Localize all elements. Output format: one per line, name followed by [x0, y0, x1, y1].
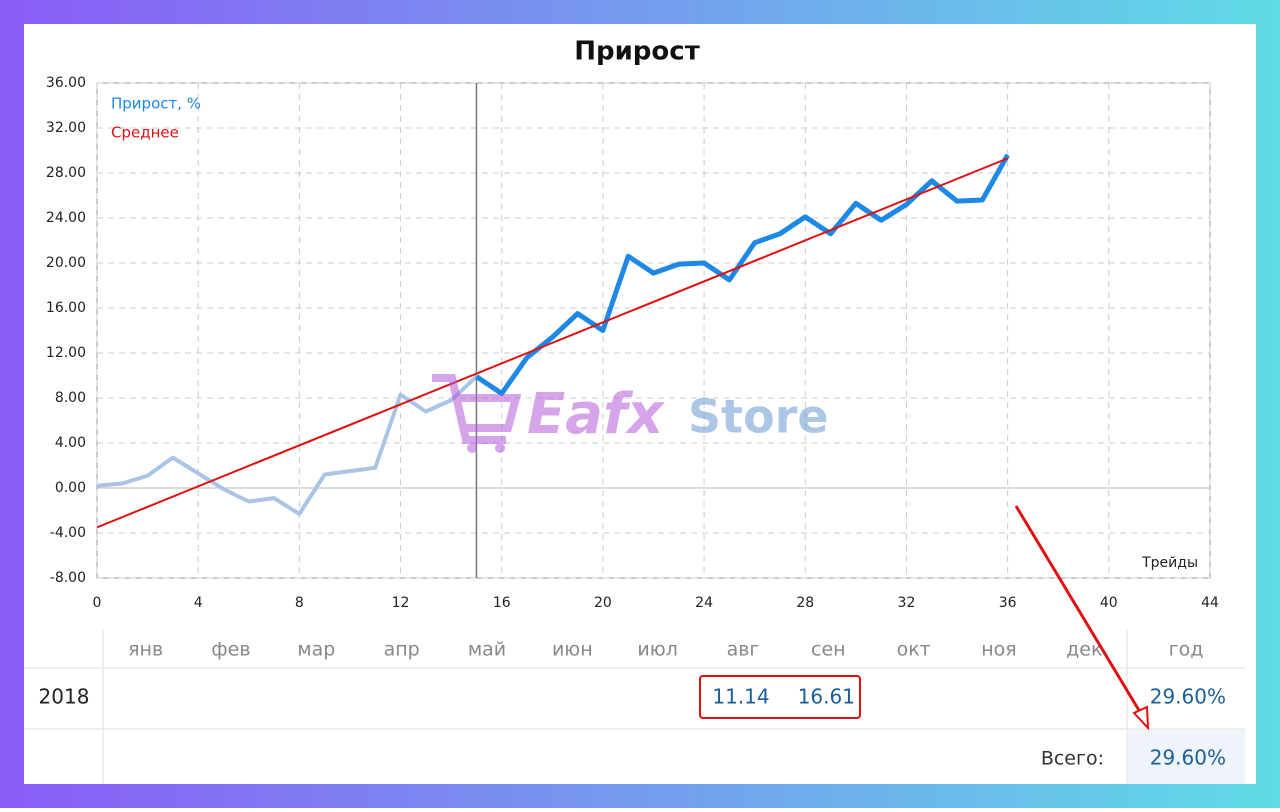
y-tick-label: 36.00 [46, 75, 86, 91]
month-header: мар [297, 639, 335, 661]
cart-wheel [467, 443, 477, 453]
footer-label: Всего: [1041, 748, 1104, 770]
x-tick-label: 44 [1201, 595, 1219, 611]
x-tick-label: 0 [93, 595, 102, 611]
month-header: дек [1066, 639, 1102, 661]
y-tick-label: 28.00 [46, 165, 86, 181]
x-tick-label: 4 [194, 595, 203, 611]
legend-entry: Среднее [111, 124, 179, 142]
row-year: 2018 [39, 685, 90, 709]
y-tick-label: 20.00 [46, 255, 86, 271]
footer-value: 29.60% [1150, 746, 1226, 770]
month-header: янв [128, 639, 163, 661]
watermark-brand: Eafx [527, 382, 665, 447]
y-tick-label: 12.00 [46, 345, 86, 361]
month-header: авг [727, 639, 760, 661]
x-tick-label: 24 [695, 595, 713, 611]
x-tick-label: 36 [999, 595, 1017, 611]
plot: -8.00 -4.00 0.00 4.00 8.00 12.00 16.00 20.00 24.… [46, 75, 1219, 611]
x-tick-label: 32 [898, 595, 916, 611]
month-header: окт [897, 639, 931, 661]
month-header: апр [384, 639, 420, 661]
x-tick-label: 16 [493, 595, 511, 611]
watermark-suffix: Store [688, 390, 829, 444]
cart-wheel [495, 443, 505, 453]
month-header: сен [811, 639, 846, 661]
y-tick-label: 24.00 [46, 210, 86, 226]
annotation-arrow [1014, 505, 1150, 731]
total-cell [1128, 730, 1245, 784]
month-header: фев [211, 639, 250, 661]
plot-area [96, 82, 1211, 579]
y-tick-label: 8.00 [55, 390, 86, 406]
x-axis-label: Трейды [1141, 555, 1198, 571]
x-tick-label: 8 [295, 595, 304, 611]
month-value: 11.14 [712, 685, 769, 709]
month-header: ноя [981, 639, 1016, 661]
row-total: 29.60% [1150, 685, 1226, 709]
y-tick-label: 0.00 [55, 480, 86, 496]
cart-icon [432, 374, 522, 444]
series-line [475, 153, 1010, 396]
x-tick-label: 20 [594, 595, 612, 611]
y-tick-label: 16.00 [46, 300, 86, 316]
month-value: 16.61 [798, 685, 855, 709]
highlight-box [699, 675, 861, 719]
y-tick-label: 4.00 [55, 435, 86, 451]
arrow-head [1132, 705, 1150, 731]
series-line [96, 157, 1009, 529]
y-tick-label: -8.00 [50, 570, 86, 586]
table: янв фев мар апр май июн июл авг сен окт ноя дек год 2… [24, 630, 1245, 784]
x-tick-label: 12 [392, 595, 410, 611]
chart-title: Прирост [574, 37, 700, 67]
watermark: Eafx Store [432, 374, 829, 453]
month-header: июн [552, 639, 593, 661]
arrow-line [1014, 505, 1142, 713]
month-header: июл [637, 639, 678, 661]
legend-entry: Прирост, % [111, 95, 201, 113]
month-header: май [468, 639, 506, 661]
y-tick-label: -4.00 [50, 525, 86, 541]
y-tick-label: 32.00 [46, 120, 86, 136]
x-tick-label: 40 [1100, 595, 1118, 611]
year-header: год [1169, 639, 1204, 661]
x-tick-label: 28 [796, 595, 814, 611]
